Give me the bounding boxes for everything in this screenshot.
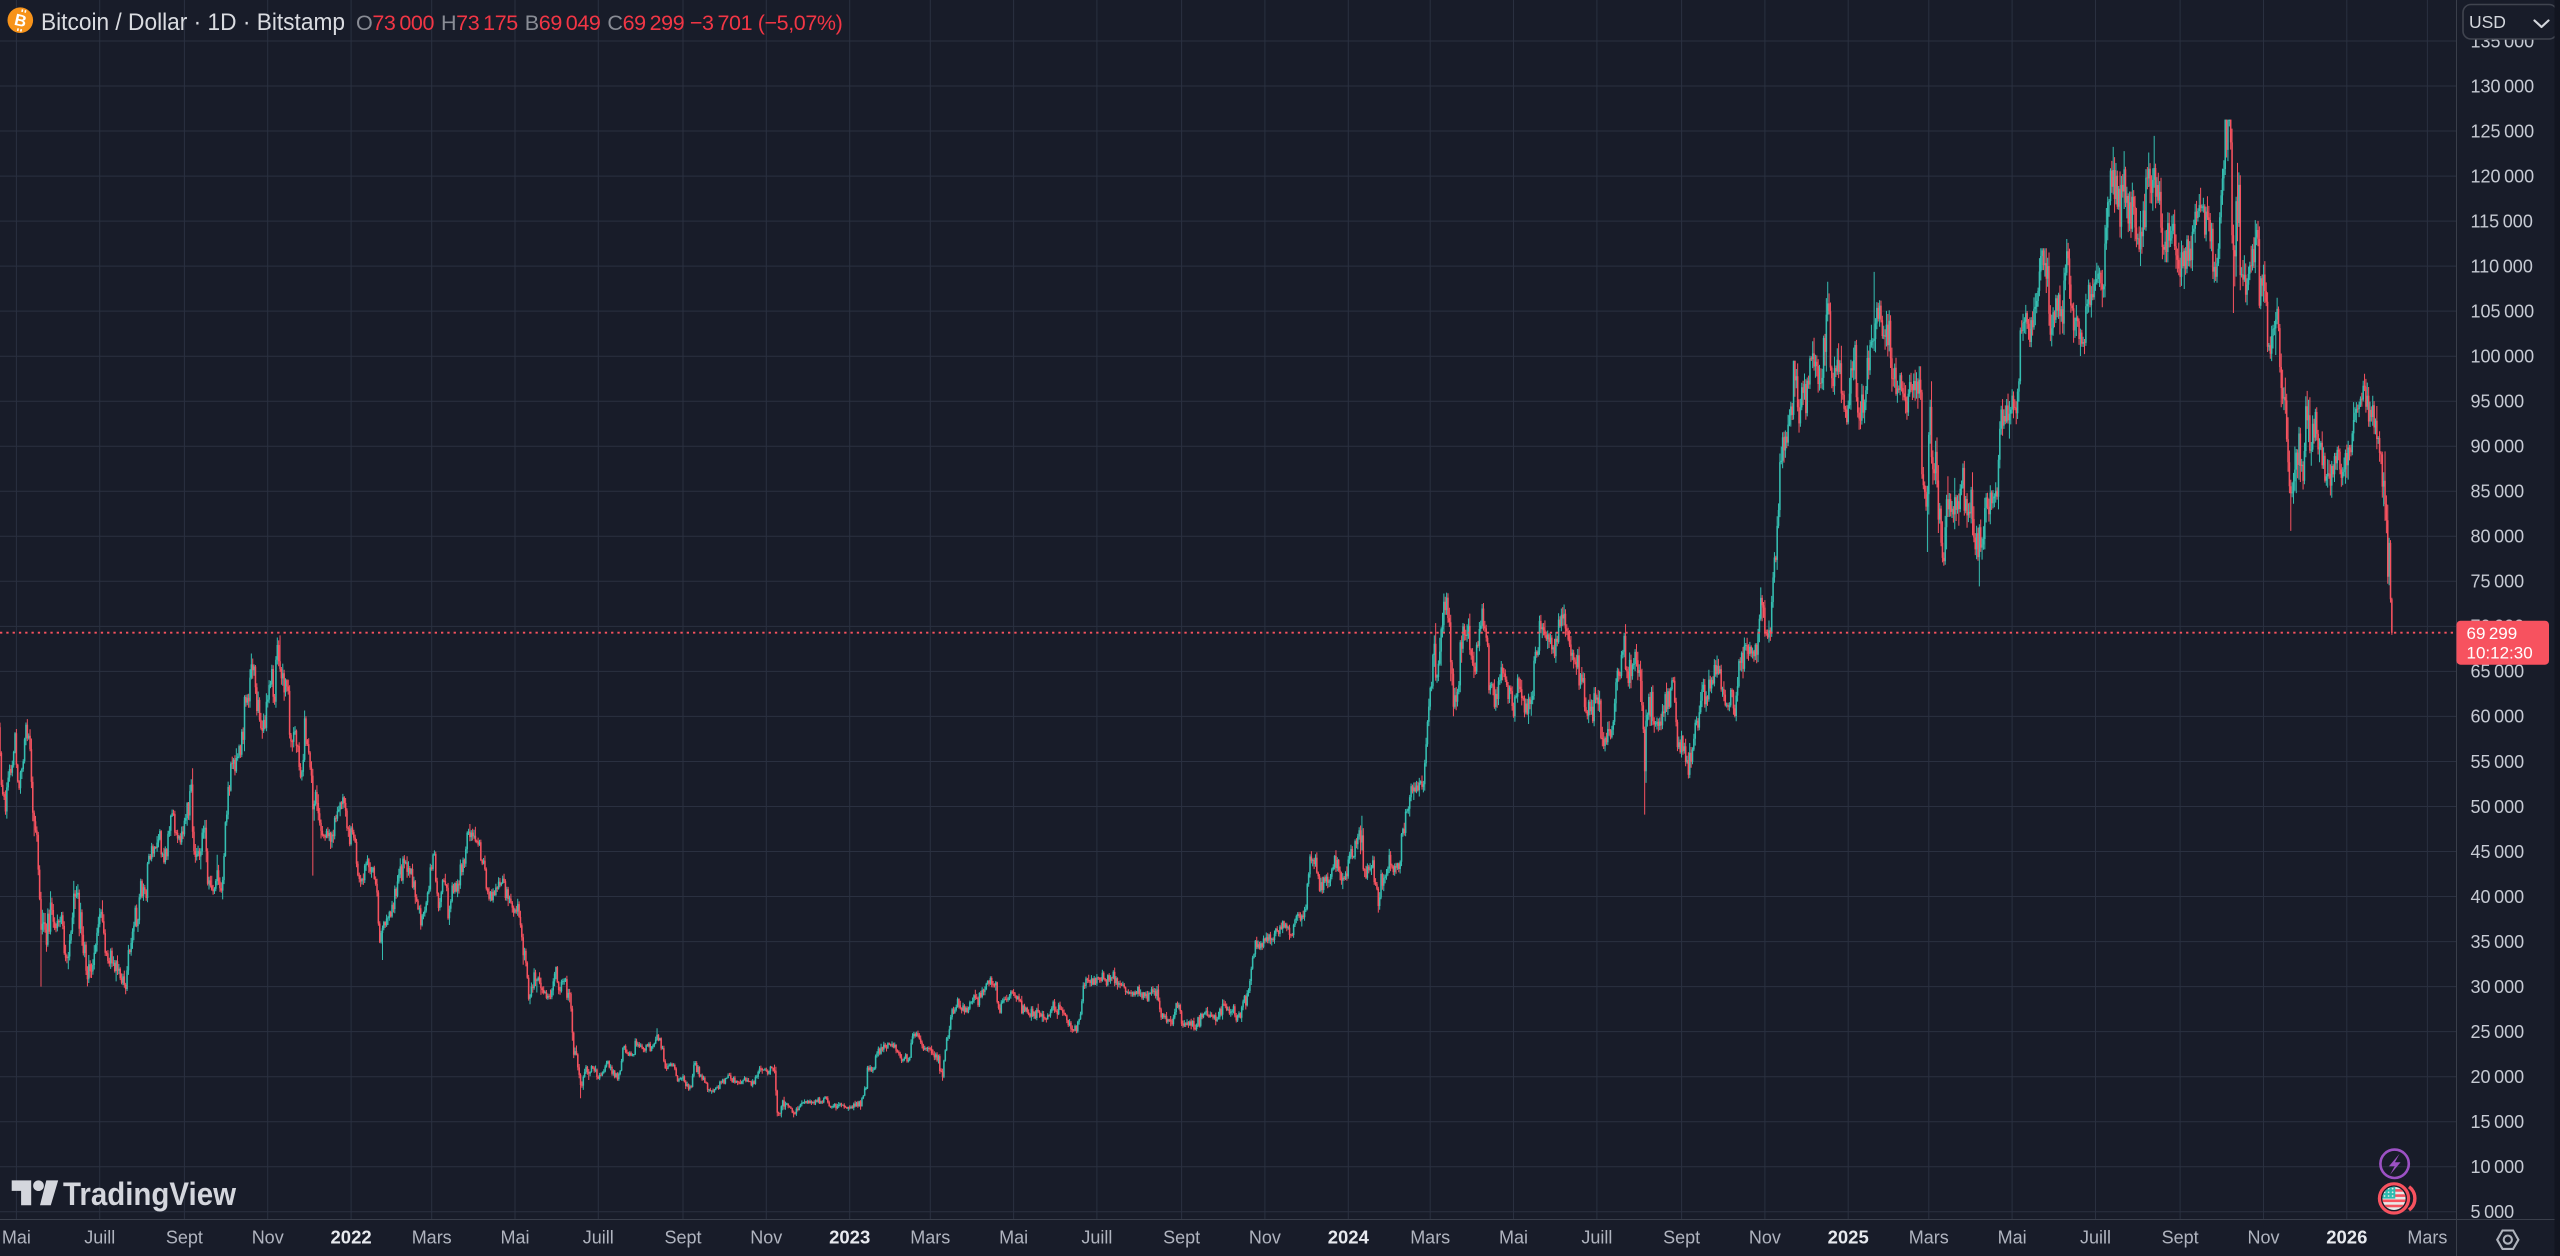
svg-text:Mars: Mars xyxy=(1909,1228,1949,1248)
svg-text:60 000: 60 000 xyxy=(2471,707,2525,727)
svg-text:Juill: Juill xyxy=(1081,1228,1112,1248)
svg-text:2026: 2026 xyxy=(2326,1227,2367,1248)
svg-text:125 000: 125 000 xyxy=(2471,121,2535,141)
svg-text:Nov: Nov xyxy=(750,1228,782,1248)
svg-text:Mars: Mars xyxy=(1410,1228,1450,1248)
svg-text:20 000: 20 000 xyxy=(2471,1067,2525,1087)
svg-text:2023: 2023 xyxy=(829,1227,870,1248)
svg-text:15 000: 15 000 xyxy=(2471,1112,2525,1132)
svg-text:90 000: 90 000 xyxy=(2471,437,2525,457)
svg-text:65 000: 65 000 xyxy=(2471,662,2525,682)
svg-text:TradingView: TradingView xyxy=(63,1176,236,1212)
svg-text:80 000: 80 000 xyxy=(2471,527,2525,547)
svg-text:B: B xyxy=(13,11,29,31)
svg-text:55 000: 55 000 xyxy=(2471,752,2525,772)
svg-text:2025: 2025 xyxy=(1828,1227,1869,1248)
svg-text:Sept: Sept xyxy=(2162,1228,2199,1248)
svg-text:25 000: 25 000 xyxy=(2471,1022,2525,1042)
svg-text:Nov: Nov xyxy=(1749,1228,1781,1248)
svg-text:Sept: Sept xyxy=(664,1228,701,1248)
svg-text:50 000: 50 000 xyxy=(2471,797,2525,817)
svg-text:69 299: 69 299 xyxy=(2467,624,2518,643)
svg-text:Juill: Juill xyxy=(2080,1228,2111,1248)
svg-text:USD: USD xyxy=(2469,12,2506,32)
svg-text:O73 000 H73 175 B69 049 C69: O73 000 H73 175 B69 049 C69 299 −3 701 (… xyxy=(356,11,842,35)
svg-text:130 000: 130 000 xyxy=(2471,76,2535,96)
svg-text:Mai: Mai xyxy=(500,1228,529,1248)
svg-text:75 000: 75 000 xyxy=(2471,572,2525,592)
svg-text:Sept: Sept xyxy=(166,1228,203,1248)
svg-text:45 000: 45 000 xyxy=(2471,842,2525,862)
svg-text:Mars: Mars xyxy=(412,1228,452,1248)
svg-text:105 000: 105 000 xyxy=(2471,301,2535,321)
svg-text:2022: 2022 xyxy=(331,1227,372,1248)
svg-text:Juill: Juill xyxy=(1581,1228,1612,1248)
svg-text:10:12:30: 10:12:30 xyxy=(2467,643,2533,662)
svg-text:Nov: Nov xyxy=(2247,1228,2279,1248)
svg-text:120 000: 120 000 xyxy=(2471,166,2535,186)
svg-text:115 000: 115 000 xyxy=(2471,211,2533,231)
svg-text:Mai: Mai xyxy=(999,1228,1028,1248)
svg-text:Bitcoin / Dollar · 1D · Bitsta: Bitcoin / Dollar · 1D · Bitstamp xyxy=(41,9,345,36)
svg-text:Mars: Mars xyxy=(2407,1228,2447,1248)
svg-text:Sept: Sept xyxy=(1163,1228,1200,1248)
svg-text:110 000: 110 000 xyxy=(2471,256,2533,276)
svg-text:Juill: Juill xyxy=(84,1228,115,1248)
svg-text:Mai: Mai xyxy=(1499,1228,1528,1248)
svg-text:5 000: 5 000 xyxy=(2471,1202,2515,1222)
svg-text:Nov: Nov xyxy=(252,1228,284,1248)
svg-text:40 000: 40 000 xyxy=(2471,887,2525,907)
svg-text:30 000: 30 000 xyxy=(2471,977,2525,997)
svg-text:35 000: 35 000 xyxy=(2471,932,2525,952)
svg-text:Mai: Mai xyxy=(1998,1228,2027,1248)
svg-text:Mai: Mai xyxy=(2,1228,31,1248)
svg-text:Mars: Mars xyxy=(910,1228,950,1248)
svg-text:Sept: Sept xyxy=(1663,1228,1700,1248)
svg-text:Juill: Juill xyxy=(583,1228,614,1248)
svg-text:85 000: 85 000 xyxy=(2471,482,2525,502)
svg-text:10 000: 10 000 xyxy=(2471,1157,2525,1177)
svg-text:95 000: 95 000 xyxy=(2471,392,2525,412)
svg-text:2024: 2024 xyxy=(1328,1227,1370,1248)
svg-text:Nov: Nov xyxy=(1249,1228,1281,1248)
svg-text:100 000: 100 000 xyxy=(2471,347,2535,367)
